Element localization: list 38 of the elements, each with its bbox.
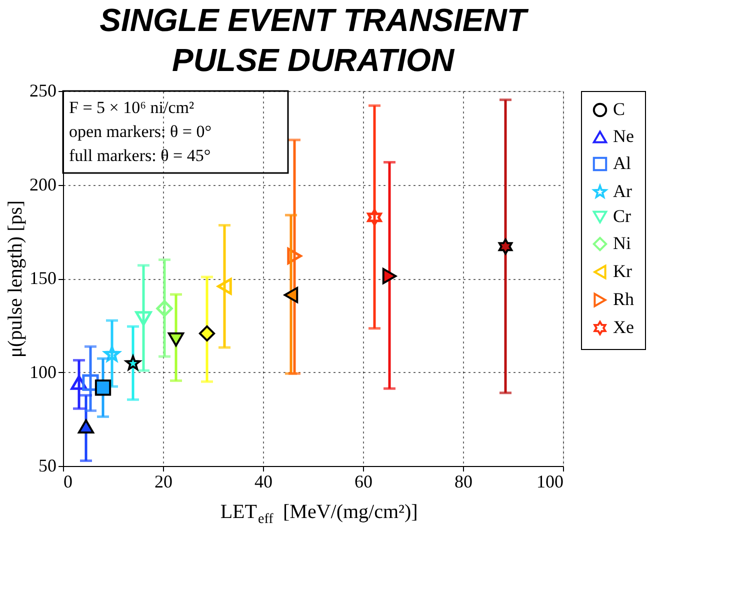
point — [82, 374, 99, 391]
x-tick-label: 40 — [254, 472, 272, 492]
x-tick-label: 100 — [536, 472, 564, 492]
point — [78, 419, 94, 434]
y-tick-label: 200 — [30, 174, 56, 194]
legend-label: Xe — [613, 317, 634, 337]
point — [135, 311, 152, 326]
legend-label: Ne — [613, 126, 634, 146]
annotation: full markers: θ = 45° — [69, 146, 211, 165]
point — [367, 209, 382, 226]
annotation: open markers: θ = 0° — [69, 122, 212, 141]
point — [284, 286, 298, 304]
y-tick-label: 50 — [38, 456, 56, 476]
y-tick-label: 150 — [30, 268, 56, 288]
legend-label: C — [613, 99, 626, 119]
legend-label: Kr — [613, 261, 632, 281]
chart-title: SINGLE EVENT TRANSIENT PULSE DURATION — [100, 2, 529, 78]
legend-label: Ni — [613, 233, 631, 253]
point — [156, 300, 173, 317]
x-tick-label: 60 — [354, 472, 372, 492]
x-tick-label: 0 — [64, 472, 72, 492]
y-axis-title: μ(pulse length) [ps] — [4, 200, 26, 358]
point — [498, 238, 513, 255]
x-tick-label: 20 — [154, 472, 172, 492]
point — [198, 325, 216, 342]
y-tick-label: 250 — [30, 80, 56, 100]
legend-label: Rh — [613, 289, 634, 309]
legend-label: Cr — [613, 206, 632, 226]
point — [168, 332, 184, 347]
x-tick-label: 80 — [454, 472, 472, 492]
legend-label: Al — [613, 153, 631, 173]
legend-label: Ar — [613, 181, 632, 201]
point — [382, 268, 397, 284]
point — [94, 380, 112, 396]
y-tick-label: 100 — [30, 362, 56, 382]
annotation: F = 5 × 10⁶ ni/cm² — [69, 98, 194, 117]
point — [125, 355, 141, 370]
point — [217, 278, 232, 295]
